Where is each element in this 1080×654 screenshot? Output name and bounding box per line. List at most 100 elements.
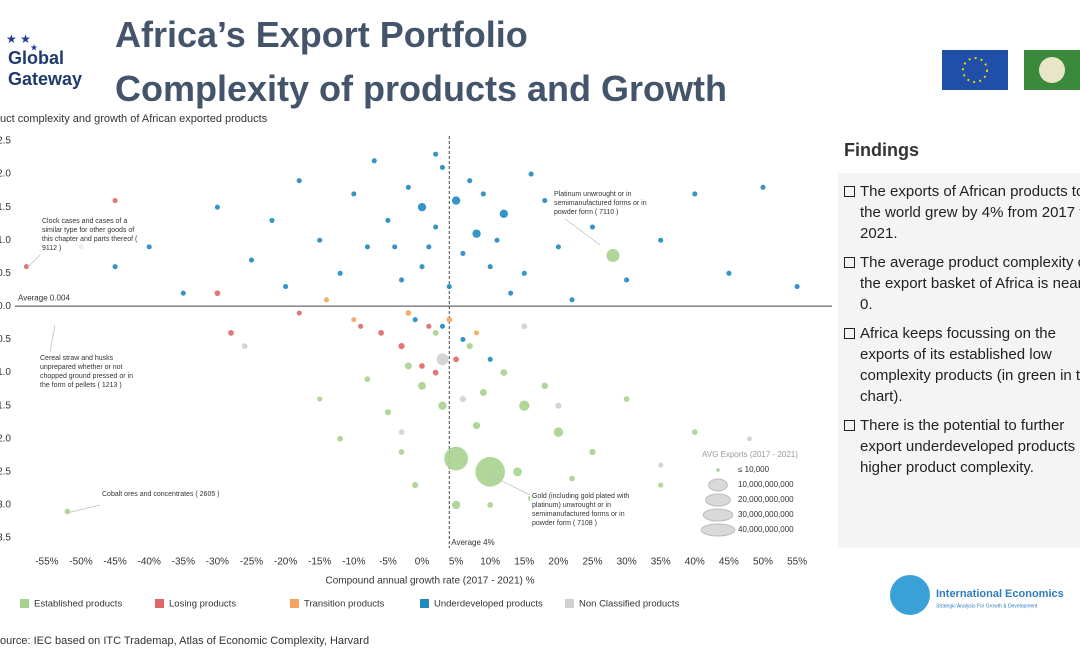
point	[433, 151, 439, 157]
point	[364, 376, 371, 383]
point	[426, 323, 432, 329]
point	[398, 343, 405, 350]
point	[351, 317, 357, 323]
y-tick-label: -0.5	[0, 334, 11, 345]
point	[606, 248, 620, 263]
x-tick-label: -5%	[379, 557, 397, 568]
point	[418, 381, 426, 390]
point	[623, 396, 630, 402]
legend-swatch	[20, 599, 29, 608]
point	[64, 508, 71, 515]
size-legend-mark	[702, 508, 734, 522]
point	[439, 323, 446, 329]
x-tick-label: -25%	[240, 557, 263, 568]
y-tick-label: 0.5	[0, 268, 11, 279]
point	[467, 178, 473, 184]
point	[296, 310, 302, 316]
point	[384, 409, 391, 416]
logo-line: Global	[8, 48, 65, 68]
point	[433, 224, 439, 230]
point	[499, 209, 509, 218]
point	[794, 284, 800, 290]
leader-line	[559, 214, 601, 246]
point	[555, 402, 562, 409]
point	[358, 323, 364, 329]
point	[528, 171, 534, 177]
findings: Findings The exports of African products…	[838, 140, 1080, 548]
x-tick-label: 45%	[719, 557, 739, 568]
point	[451, 196, 461, 205]
point	[542, 198, 548, 204]
annotation: Platinum unwrought or in semimanufacture…	[552, 188, 656, 219]
size-legend-mark	[705, 493, 731, 507]
size-legend-mark	[708, 478, 728, 492]
point	[392, 244, 398, 250]
point	[432, 369, 439, 376]
x-tick-label: 0%	[415, 557, 430, 568]
point	[453, 356, 459, 363]
point	[555, 244, 561, 250]
size-legend-mark	[700, 523, 736, 537]
point	[398, 277, 405, 283]
point	[446, 316, 453, 323]
point	[746, 436, 752, 442]
point	[438, 401, 447, 410]
average-label: Average 4%	[451, 538, 494, 547]
size-legend-label: 10,000,000,000	[738, 480, 794, 489]
point	[283, 284, 289, 290]
point	[480, 191, 486, 197]
y-tick-label: 2.5	[0, 136, 11, 147]
point	[405, 184, 411, 190]
x-tick-label: -40%	[138, 557, 161, 568]
x-tick-label: -30%	[206, 557, 229, 568]
findings-heading: Findings	[844, 140, 919, 160]
x-tick-label: -55%	[35, 557, 58, 568]
point	[444, 446, 468, 471]
point	[541, 382, 549, 390]
point	[479, 388, 487, 396]
point	[269, 217, 275, 223]
annotation: Gold (including gold plated with platinu…	[530, 490, 649, 530]
x-tick-label: 25%	[582, 557, 602, 568]
point	[521, 323, 528, 330]
legend-label: Transition products	[304, 599, 385, 610]
point	[472, 421, 481, 430]
point	[474, 330, 480, 336]
point	[112, 198, 118, 204]
point	[472, 229, 481, 238]
brand-tagline: Strategic Analysis For Growth & Developm…	[936, 603, 1038, 609]
y-tick-label: 2.0	[0, 169, 11, 180]
point	[214, 204, 220, 210]
point	[180, 290, 186, 296]
x-tick-label: -35%	[172, 557, 195, 568]
point	[553, 427, 564, 437]
x-tick-label: 50%	[753, 557, 773, 568]
point	[726, 270, 732, 276]
point	[385, 217, 391, 223]
legend-swatch	[290, 599, 299, 608]
point	[519, 400, 530, 411]
x-tick-label: 30%	[617, 557, 637, 568]
point	[658, 462, 664, 468]
legend-label: Losing products	[169, 599, 236, 610]
y-tick-label: -1.5	[0, 400, 11, 411]
leader-line	[49, 324, 56, 353]
point	[419, 363, 425, 369]
legend-swatch	[420, 599, 429, 608]
point	[214, 290, 221, 297]
findings-list: The exports of African products to the w…	[838, 173, 1080, 548]
y-tick-label: 1.5	[0, 202, 11, 213]
point	[569, 475, 575, 482]
finding: Africa keeps focussing on the exports of…	[844, 323, 1080, 407]
point	[521, 270, 527, 276]
svg-text:★ ★: ★ ★	[6, 32, 31, 46]
point	[691, 429, 698, 435]
point	[624, 277, 630, 283]
point	[658, 237, 664, 243]
x-tick-label: 55%	[787, 557, 807, 568]
y-tick-label: -3.5	[0, 533, 11, 544]
point	[417, 202, 427, 212]
point	[317, 396, 323, 402]
point	[337, 435, 344, 442]
